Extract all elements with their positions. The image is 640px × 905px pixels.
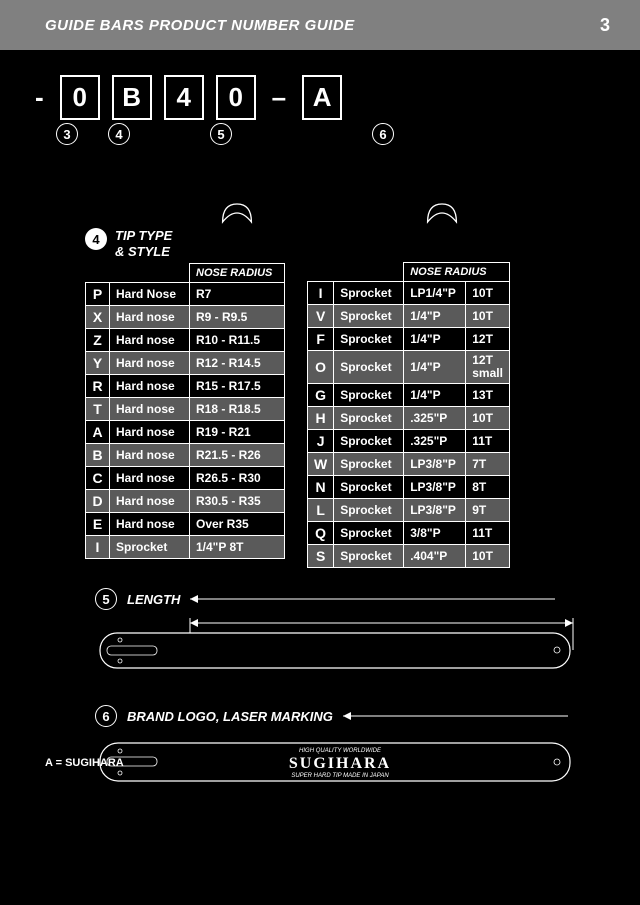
table2-wrap: NOSE RADIUS ISprocketLP1/4"P10TVSprocket… xyxy=(307,200,510,568)
sprocket-table: NOSE RADIUS ISprocketLP1/4"P10TVSprocket… xyxy=(307,262,510,568)
code-box-4: 0 xyxy=(216,75,256,120)
table-row: BHard noseR21.5 - R26 xyxy=(86,444,285,467)
table-row: XHard noseR9 - R9.5 xyxy=(86,306,285,329)
nose-shape-icon xyxy=(219,200,255,226)
tip-type-title: TIP TYPE & STYLE xyxy=(115,228,172,259)
leading-dash: - xyxy=(35,82,44,113)
header-title: GUIDE BARS PRODUCT NUMBER GUIDE xyxy=(45,17,355,34)
nose-radius-header: NOSE RADIUS xyxy=(190,264,285,283)
code-box-5: A xyxy=(302,75,342,120)
table-row: LSprocketLP3/8"P9T xyxy=(308,499,510,522)
table-row: JSprocket.325"P11T xyxy=(308,430,510,453)
table-row: OSprocket1/4"P12Tsmall xyxy=(308,351,510,384)
length-section: 5 LENGTH xyxy=(95,588,640,683)
table-row: DHard noseR30.5 - R35 xyxy=(86,490,285,513)
tables-section: 4 TIP TYPE & STYLE NOSE RADIUS PHard Nos… xyxy=(85,200,640,568)
reference-numbers: 3 4 5 6 xyxy=(0,123,640,145)
table-row: CHard noseR26.5 - R30 xyxy=(86,467,285,490)
table-row: QSprocket3/8"P11T xyxy=(308,522,510,545)
length-title: LENGTH xyxy=(127,592,180,608)
logo-text: SUGIHARA xyxy=(289,755,391,772)
table-row: GSprocket1/4"P13T xyxy=(308,384,510,407)
label-4-badge: 4 xyxy=(85,228,107,250)
table-row: THard noseR18 - R18.5 xyxy=(86,398,285,421)
ref-5-label: 5 xyxy=(95,588,117,610)
ref-6: 6 xyxy=(372,123,394,145)
table-row: ISprocketLP1/4"P10T xyxy=(308,282,510,305)
arrow-icon xyxy=(343,711,573,721)
tip-type-table: NOSE RADIUS PHard NoseR7XHard noseR9 - R… xyxy=(85,263,285,559)
table-row: AHard noseR19 - R21 xyxy=(86,421,285,444)
table-row: ISprocket1/4"P 8T xyxy=(86,536,285,559)
nose-radius-header-2: NOSE RADIUS xyxy=(404,263,510,282)
page-header: GUIDE BARS PRODUCT NUMBER GUIDE 3 xyxy=(0,0,640,50)
table-row: FSprocket1/4"P12T xyxy=(308,328,510,351)
brand-title: BRAND LOGO, LASER MARKING xyxy=(127,709,333,725)
ref-6-label: 6 xyxy=(95,705,117,727)
table-row: RHard noseR15 - R17.5 xyxy=(86,375,285,398)
table-row: NSprocketLP3/8"P8T xyxy=(308,476,510,499)
brand-note: A = SUGIHARA xyxy=(45,757,124,769)
brand-section: 6 BRAND LOGO, LASER MARKING A = SUGIHARA… xyxy=(95,705,640,795)
table1-wrap: 4 TIP TYPE & STYLE NOSE RADIUS PHard Nos… xyxy=(85,200,285,568)
arrow-icon xyxy=(190,594,560,604)
ref-3: 3 xyxy=(56,123,78,145)
ref-5: 5 xyxy=(210,123,232,145)
logo-sub1: HIGH QUALITY WORLDWIDE xyxy=(299,748,382,754)
table-row: WSprocketLP3/8"P7T xyxy=(308,453,510,476)
product-code-row: - 0 B 4 0 – A xyxy=(0,75,640,120)
ref-4: 4 xyxy=(108,123,130,145)
table-row: VSprocket1/4"P10T xyxy=(308,305,510,328)
table-row: ZHard noseR10 - R11.5 xyxy=(86,329,285,352)
code-dash: – xyxy=(272,82,286,113)
page-number: 3 xyxy=(600,15,610,36)
table-row: EHard noseOver R35 xyxy=(86,513,285,536)
table-row: SSprocket.404"P10T xyxy=(308,545,510,568)
logo-sub2: SUPER HARD TIP MADE IN JAPAN xyxy=(291,773,389,779)
table-row: HSprocket.325"P10T xyxy=(308,407,510,430)
code-box-2: B xyxy=(112,75,152,120)
table-row: PHard NoseR7 xyxy=(86,283,285,306)
table-row: YHard noseR12 - R14.5 xyxy=(86,352,285,375)
guide-bar-outline xyxy=(95,618,585,678)
code-box-1: 0 xyxy=(60,75,100,120)
code-box-3: 4 xyxy=(164,75,204,120)
guide-bar-brand: HIGH QUALITY WORLDWIDE SUGIHARA SUPER HA… xyxy=(95,735,585,790)
nose-shape-icon xyxy=(424,200,460,226)
